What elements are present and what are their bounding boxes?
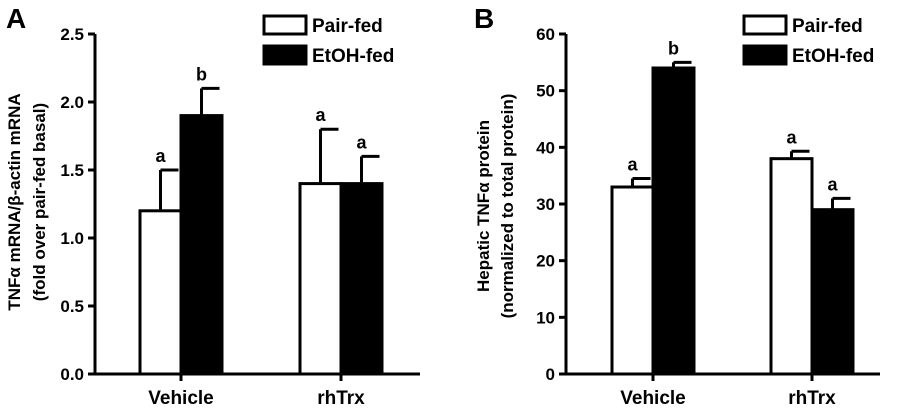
panel-a: A TNFα mRNA/β-actin mRNA (fold over pair… [5, 3, 420, 409]
panel-a-bar-pair-fed-vehicle [138, 209, 183, 376]
panel-a-letter: A [6, 3, 26, 34]
panel-b-ytick-label: 20 [536, 252, 555, 271]
legend-label-etoh-fed: EtOH-fed [792, 46, 874, 67]
panel-a-significance-letter: a [356, 132, 367, 152]
legend-label-pair-fed: Pair-fed [792, 16, 863, 37]
panel-a-ylabel-line1: TNFα mRNA/β-actin mRNA [5, 93, 24, 310]
panel-b-ytick-label: 0 [546, 365, 555, 384]
panel-b-legend: Pair-fed EtOH-fed [742, 14, 874, 67]
panel-b-bar-pair-fed-vehicle [610, 185, 655, 376]
panel-a-ytick-label: 1.0 [60, 229, 84, 248]
legend-label-pair-fed: Pair-fed [312, 16, 383, 37]
panel-b-significance-letter: b [668, 38, 679, 58]
panel-a-ytick-label: 2.5 [60, 25, 84, 44]
panel-a-legend: Pair-fed EtOH-fed [262, 14, 394, 67]
panel-a-ytick-label: 0.0 [60, 365, 84, 384]
panel-b-ytick-label: 10 [536, 308, 555, 327]
panel-a-bar-etoh-fed-vehicle [179, 114, 224, 376]
panel-b-ytick-label: 50 [536, 82, 555, 101]
legend-swatch-pair-fed [262, 14, 308, 36]
panel-b: B Hepatic TNFα protein (normalized to to… [474, 3, 880, 409]
legend-swatch-etoh-fed [262, 44, 308, 66]
panel-b-category-label: Vehicle [620, 388, 686, 409]
panel-a-significance-letter: a [155, 146, 166, 166]
panel-a-ytick-label: 0.5 [60, 297, 84, 316]
legend-swatch-pair-fed [742, 14, 788, 36]
panel-a-ylabel-line2: (fold over pair-fed basal) [30, 103, 49, 301]
panel-b-bar-etoh-fed-rhtrx [810, 208, 855, 376]
panel-b-letter: B [474, 3, 494, 34]
legend-swatch-etoh-fed [742, 44, 788, 66]
panel-b-ylabel-line1: Hepatic TNFα protein [474, 120, 493, 292]
panel-a-category-label: Vehicle [148, 388, 214, 409]
panel-b-significance-letter: a [827, 174, 838, 194]
panel-a-significance-letter: a [315, 105, 326, 125]
panel-a-bar-etoh-fed-rhtrx [339, 182, 384, 376]
panel-b-plot: 0 10 20 30 40 50 60 Vehicle rhTrx a a b a [536, 25, 880, 409]
panel-a-plot: 0.0 0.5 1.0 1.5 2.0 2.5 Vehicle rhTrx a a b a [60, 25, 420, 409]
panel-a-category-label: rhTrx [317, 388, 365, 409]
panel-a-significance-letter: b [196, 64, 207, 84]
panel-b-bar-etoh-fed-vehicle [651, 66, 696, 376]
panel-b-ytick-label: 60 [536, 25, 555, 44]
panel-b-bar-pair-fed-rhtrx [769, 157, 814, 376]
panel-b-ytick-label: 30 [536, 195, 555, 214]
legend-label-etoh-fed: EtOH-fed [312, 46, 394, 67]
panel-a-ytick-label: 1.5 [60, 161, 84, 180]
panel-b-significance-letter: a [786, 127, 797, 147]
panel-b-ylabel-line2: (normalized to total protein) [498, 94, 517, 319]
panel-a-ytick-label: 2.0 [60, 93, 84, 112]
panel-a-bar-pair-fed-rhtrx [298, 182, 343, 376]
panel-b-ytick-label: 40 [536, 138, 555, 157]
panel-b-significance-letter: a [627, 155, 638, 175]
panel-b-category-label: rhTrx [788, 388, 836, 409]
